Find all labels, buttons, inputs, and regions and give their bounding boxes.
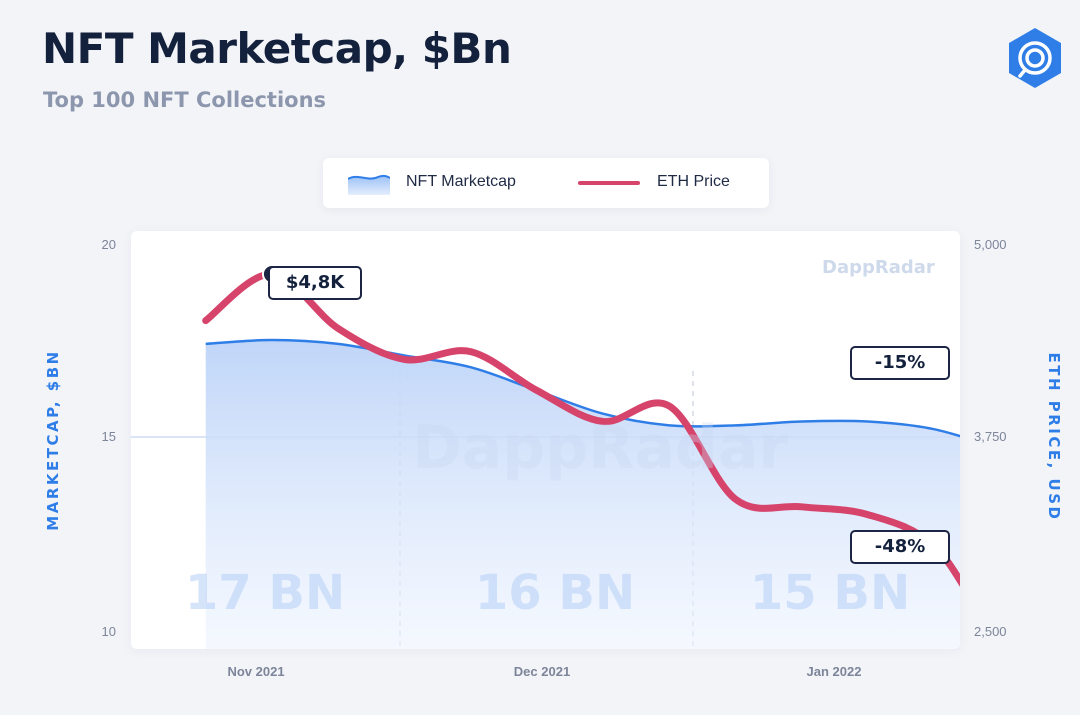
chart-title: NFT Marketcap, $Bn <box>42 24 512 73</box>
x-tick: Dec 2021 <box>513 664 571 679</box>
y-left-tick: 10 <box>101 624 116 639</box>
callout-marketcap-change: -15% <box>850 346 950 380</box>
callout-eth-peak: $4,8K <box>268 266 362 300</box>
legend-swatch-marketcap <box>347 171 391 195</box>
watermark-large: DappRadar <box>412 413 788 483</box>
legend-label-eth: ETH Price <box>657 173 730 190</box>
plot-area <box>131 231 960 649</box>
dappradar-logo-icon <box>1003 26 1067 90</box>
x-tick: Jan 2022 <box>806 664 862 679</box>
y-left-tick: 15 <box>101 429 116 444</box>
y-right-tick: 5,000 <box>974 237 1007 252</box>
x-tick: Nov 2021 <box>227 664 285 679</box>
y-right-tick: 3,750 <box>974 429 1007 444</box>
y-left-tick: 20 <box>101 237 116 252</box>
period-label: 15 BN <box>749 565 911 621</box>
chart-legend: NFT Marketcap ETH Price <box>323 158 769 208</box>
marketcap-line <box>205 338 960 438</box>
callout-eth-change: -48% <box>850 530 950 564</box>
y-axis-left-label: MARKETCAP, $BN <box>44 349 62 531</box>
y-right-tick: 2,500 <box>974 624 1007 639</box>
marketcap-area <box>205 340 960 649</box>
period-label: 16 BN <box>474 565 636 621</box>
y-axis-right-label: ETH PRICE, USD <box>1045 352 1063 522</box>
legend-label-marketcap: NFT Marketcap <box>406 173 516 190</box>
chart-subtitle: Top 100 NFT Collections <box>43 88 327 112</box>
period-label: 17 BN <box>184 565 346 621</box>
watermark-small: DappRadar <box>822 257 935 278</box>
legend-swatch-eth <box>578 181 640 185</box>
